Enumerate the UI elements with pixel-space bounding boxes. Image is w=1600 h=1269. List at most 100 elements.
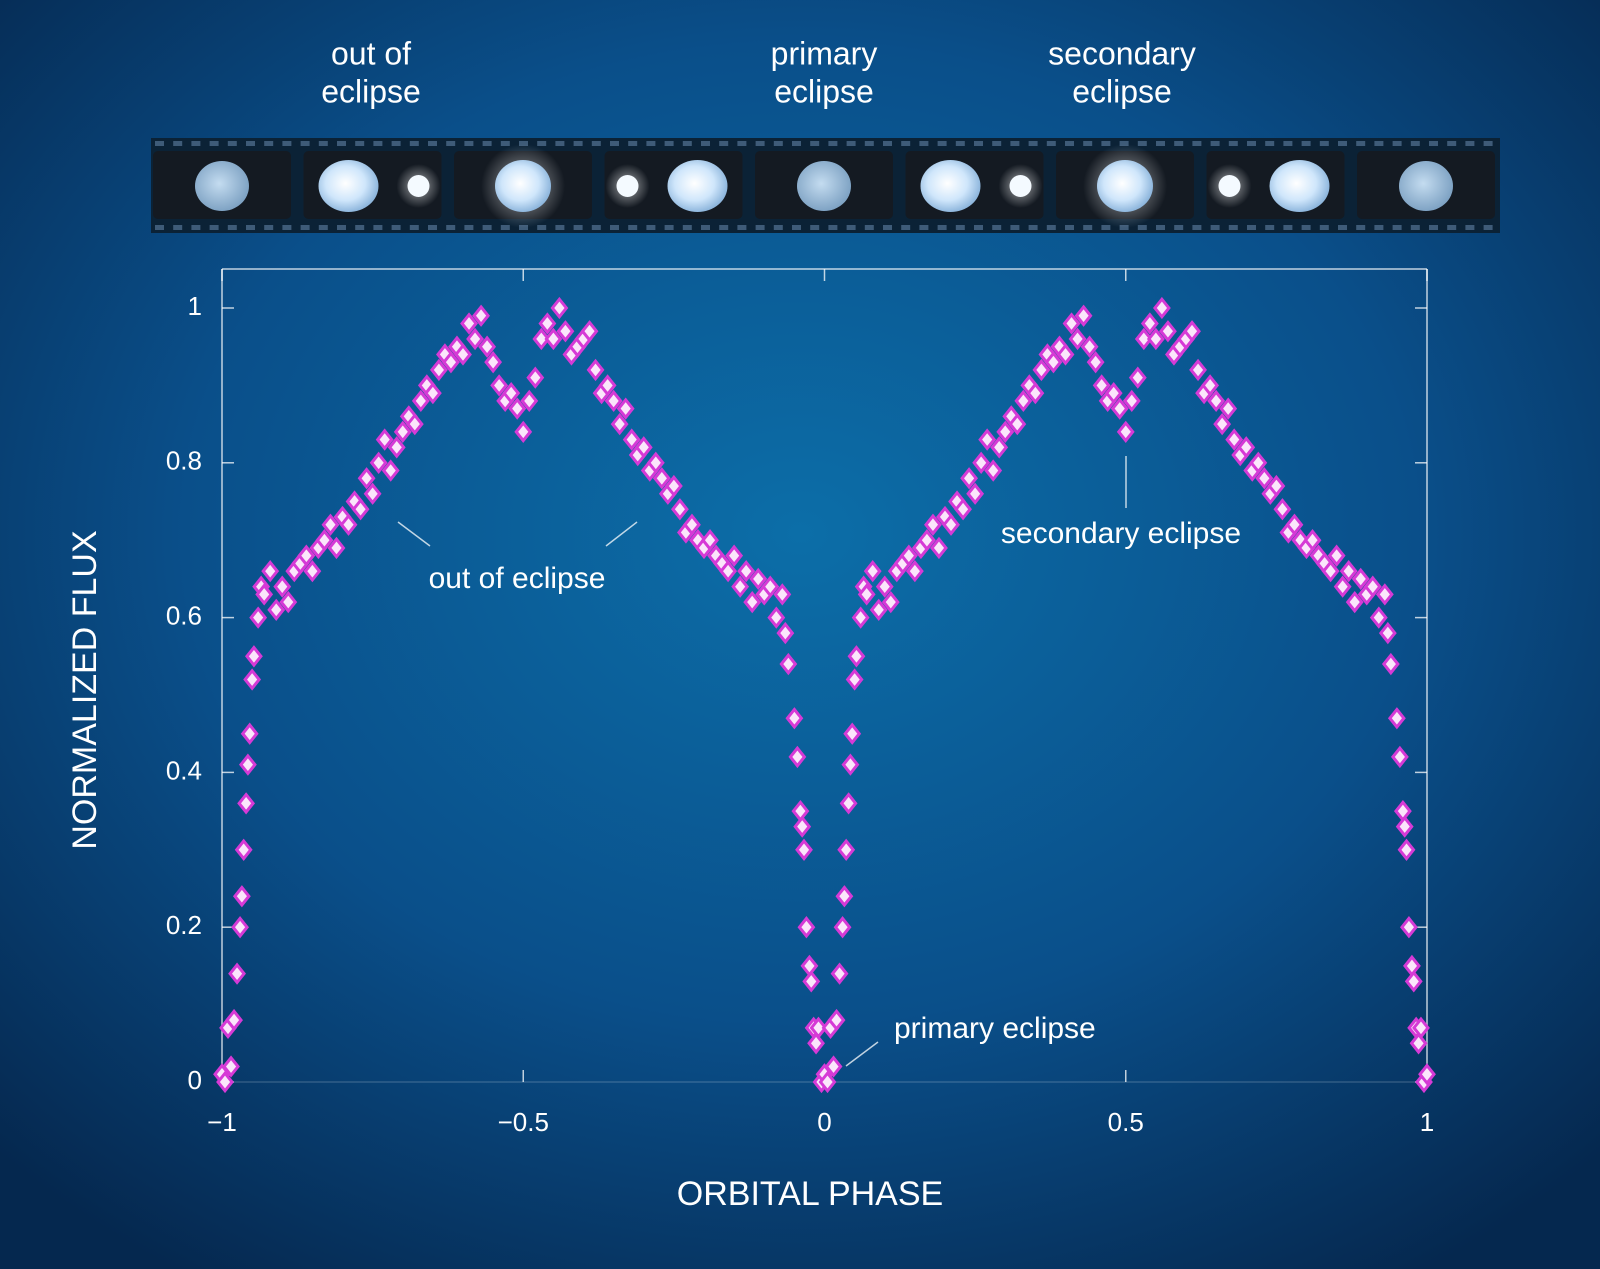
data-point	[228, 962, 246, 985]
data-point	[670, 498, 689, 521]
data-point	[1008, 412, 1027, 436]
leader	[605, 521, 638, 547]
frame-label: out of	[331, 35, 411, 71]
sprocket	[664, 225, 674, 230]
data-point	[1213, 412, 1232, 436]
sprocket	[246, 141, 255, 146]
data-point	[809, 1016, 828, 1039]
data-point	[1140, 312, 1159, 335]
data-point	[1146, 327, 1165, 351]
sprocket	[1028, 225, 1038, 230]
data-point	[411, 389, 430, 413]
star	[407, 175, 430, 197]
data-point	[1128, 366, 1147, 389]
data-point	[725, 544, 744, 567]
sprocket	[209, 225, 219, 230]
sprocket	[1301, 225, 1311, 230]
sprocket	[773, 141, 783, 146]
data-point	[351, 498, 370, 521]
sprocket	[1374, 225, 1384, 230]
data-point	[502, 381, 521, 405]
data-point	[387, 436, 406, 459]
sprocket	[1483, 141, 1493, 146]
sprocket	[555, 141, 565, 146]
data-point	[520, 389, 539, 413]
data-point	[238, 753, 257, 776]
frame-label: eclipse	[1072, 73, 1172, 109]
data-point	[845, 668, 864, 691]
data-point	[1285, 513, 1304, 536]
data-point	[1381, 652, 1400, 676]
data-point	[261, 560, 280, 583]
data-point	[556, 320, 575, 343]
data-point	[1086, 351, 1105, 374]
sprocket	[1265, 225, 1275, 230]
annotation: secondary eclipse	[1001, 517, 1241, 550]
data-point	[580, 320, 599, 343]
sprocket	[719, 225, 729, 230]
data-point	[1062, 312, 1081, 335]
sprocket	[591, 141, 601, 146]
sprocket	[682, 141, 692, 146]
y-tick-label: 0.6	[166, 600, 202, 630]
data-point	[484, 351, 503, 374]
sprocket	[1483, 225, 1493, 230]
data-point	[1303, 529, 1322, 552]
star	[920, 160, 981, 212]
sprocket	[755, 141, 765, 146]
data-point	[423, 381, 442, 405]
sprocket	[355, 225, 365, 230]
data-point	[646, 451, 665, 474]
x-tick-label: −0.5	[498, 1107, 549, 1137]
data-point	[930, 536, 948, 560]
data-point	[532, 327, 551, 351]
data-point	[1189, 358, 1207, 382]
sprocket	[1156, 141, 1165, 146]
data-point	[1249, 451, 1268, 474]
data-point	[978, 428, 997, 451]
data-point	[1159, 320, 1177, 343]
data-point	[1092, 374, 1111, 397]
data-point	[1080, 335, 1099, 358]
data-point	[797, 916, 816, 939]
sprocket	[1465, 225, 1475, 230]
sprocket	[1392, 141, 1402, 146]
data-point	[1378, 621, 1397, 645]
annotation: primary eclipse	[894, 1012, 1096, 1045]
sprocket	[1174, 141, 1184, 146]
data-point	[454, 343, 472, 366]
data-point	[918, 529, 936, 552]
data-point	[881, 590, 900, 614]
data-point	[267, 598, 286, 622]
data-point	[924, 513, 942, 536]
data-point	[761, 575, 780, 598]
leader	[397, 521, 431, 547]
sprocket	[573, 225, 583, 230]
star	[616, 175, 639, 197]
sprocket	[264, 141, 274, 146]
data-point	[841, 753, 860, 776]
data-point	[1418, 1063, 1436, 1086]
data-point	[622, 428, 641, 451]
data-point	[240, 722, 259, 745]
sprocket	[282, 225, 292, 230]
data-point	[1351, 567, 1370, 591]
y-tick-label: 0.2	[166, 910, 202, 940]
data-point	[1014, 389, 1033, 413]
data-point	[1395, 815, 1414, 838]
sprocket	[1228, 141, 1238, 146]
data-point	[847, 645, 866, 668]
sprocket	[373, 225, 383, 230]
data-point	[273, 575, 292, 598]
sprocket	[701, 141, 710, 146]
star	[667, 160, 728, 212]
sprocket	[1392, 225, 1402, 230]
sprocket	[209, 141, 219, 146]
sprocket	[391, 141, 401, 146]
sprocket	[1410, 225, 1420, 230]
data-point	[1237, 436, 1256, 459]
data-point	[369, 451, 388, 474]
frame-label: eclipse	[774, 73, 874, 109]
sprocket	[1410, 141, 1420, 146]
sprocket	[537, 141, 547, 146]
